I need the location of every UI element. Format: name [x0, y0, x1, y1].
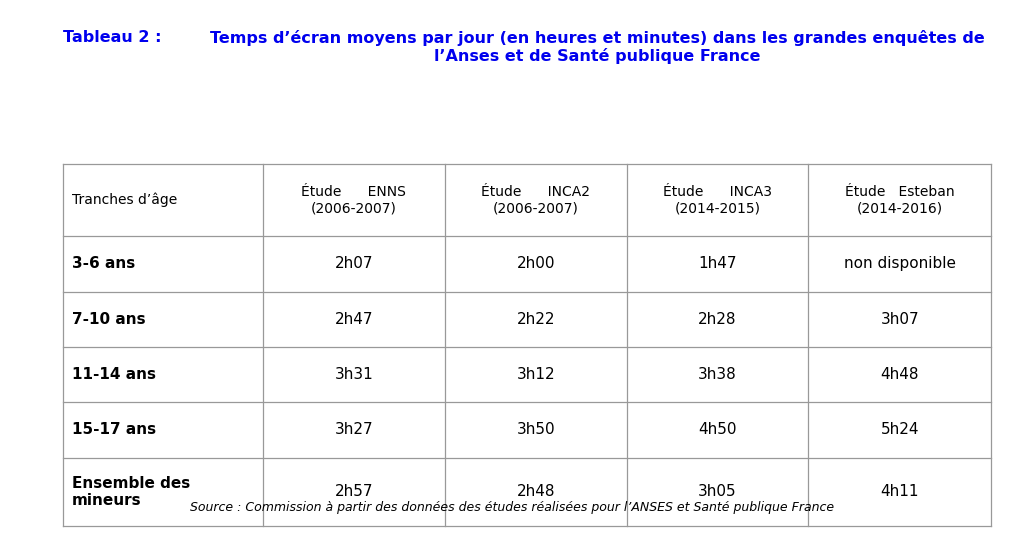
- Text: 2h28: 2h28: [698, 312, 737, 326]
- Text: Étude   Esteban
(2014-2016): Étude Esteban (2014-2016): [845, 185, 954, 215]
- Text: 3-6 ans: 3-6 ans: [72, 257, 135, 271]
- Text: 3h27: 3h27: [335, 423, 373, 437]
- Text: Étude      INCA3
(2014-2015): Étude INCA3 (2014-2015): [664, 185, 772, 215]
- Text: 2h47: 2h47: [335, 312, 373, 326]
- Text: Étude      INCA2
(2006-2007): Étude INCA2 (2006-2007): [481, 185, 590, 215]
- Text: 4h11: 4h11: [881, 484, 920, 499]
- Text: Tranches d’âge: Tranches d’âge: [72, 193, 177, 207]
- Text: 4h50: 4h50: [698, 423, 737, 437]
- Text: 3h50: 3h50: [516, 423, 555, 437]
- Text: 11-14 ans: 11-14 ans: [72, 367, 156, 382]
- Text: 2h57: 2h57: [335, 484, 373, 499]
- Text: non disponible: non disponible: [844, 257, 955, 271]
- Text: 5h24: 5h24: [881, 423, 920, 437]
- Text: 3h38: 3h38: [698, 367, 737, 382]
- Text: 2h22: 2h22: [516, 312, 555, 326]
- Text: 3h05: 3h05: [698, 484, 737, 499]
- Text: 2h00: 2h00: [516, 257, 555, 271]
- Text: 3h12: 3h12: [516, 367, 555, 382]
- Text: Temps d’écran moyens par jour (en heures et minutes) dans les grandes enquêtes d: Temps d’écran moyens par jour (en heures…: [210, 30, 985, 64]
- Text: 15-17 ans: 15-17 ans: [72, 423, 156, 437]
- Text: Source : Commission à partir des données des études réalisées pour l’ANSES et Sa: Source : Commission à partir des données…: [189, 501, 835, 514]
- Text: 4h48: 4h48: [881, 367, 920, 382]
- Text: 3h31: 3h31: [335, 367, 373, 382]
- Text: 7-10 ans: 7-10 ans: [72, 312, 145, 326]
- Text: Étude      ENNS
(2006-2007): Étude ENNS (2006-2007): [301, 185, 407, 215]
- Text: 1h47: 1h47: [698, 257, 737, 271]
- Text: 2h48: 2h48: [516, 484, 555, 499]
- Text: 2h07: 2h07: [335, 257, 373, 271]
- Text: Ensemble des
mineurs: Ensemble des mineurs: [72, 476, 189, 508]
- Text: 3h07: 3h07: [881, 312, 920, 326]
- Text: Tableau 2 :: Tableau 2 :: [63, 30, 162, 45]
